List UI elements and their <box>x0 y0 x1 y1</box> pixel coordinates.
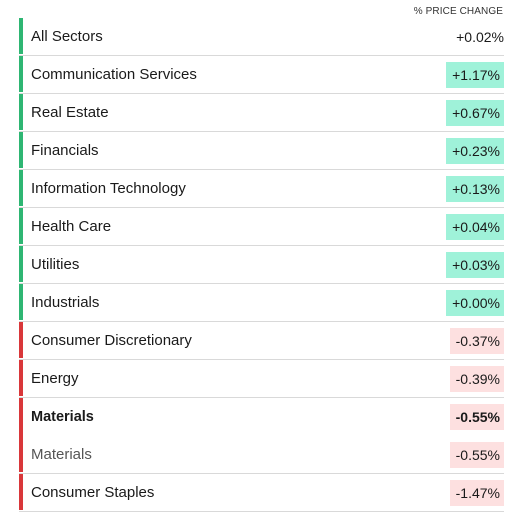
sector-name: Consumer Staples <box>31 484 155 501</box>
sector-name: Materials <box>31 409 94 425</box>
direction-indicator-bar <box>19 170 23 206</box>
price-change-value: +1.17% <box>446 62 504 88</box>
price-change-value: -0.55% <box>449 404 504 430</box>
price-change-value: +0.67% <box>446 100 504 126</box>
sector-name: Energy <box>31 370 79 387</box>
sector-list: All Sectors +0.02% Communication Services +… <box>19 18 504 512</box>
direction-indicator-bar <box>19 94 23 130</box>
price-change-value: -0.37% <box>449 328 504 354</box>
price-change-value: +0.04% <box>446 214 504 240</box>
direction-indicator-bar <box>19 398 23 436</box>
sector-row[interactable]: Information Technology +0.13% <box>19 170 504 208</box>
price-change-value: +0.23% <box>446 138 504 164</box>
price-change-value: +0.02% <box>456 29 504 45</box>
sector-name: Materials <box>31 446 92 463</box>
sector-row[interactable]: Communication Services +1.17% <box>19 56 504 94</box>
price-change-value: -0.39% <box>449 366 504 392</box>
price-change-value: +0.13% <box>446 176 504 202</box>
sector-row[interactable]: Materials -0.55% <box>19 436 504 474</box>
direction-indicator-bar <box>19 436 23 472</box>
price-change-value: +0.00% <box>446 290 504 316</box>
sector-name: Health Care <box>31 218 112 235</box>
sector-name: Industrials <box>31 294 100 311</box>
direction-indicator-bar <box>19 208 23 244</box>
direction-indicator-bar <box>19 474 23 510</box>
sector-name: All Sectors <box>31 28 103 45</box>
sector-name: Real Estate <box>31 104 109 121</box>
sector-row[interactable]: Consumer Discretionary -0.37% <box>19 322 504 360</box>
direction-indicator-bar <box>19 322 23 358</box>
direction-indicator-bar <box>19 132 23 168</box>
price-change-value: +0.03% <box>446 252 504 278</box>
sector-name: Financials <box>31 142 99 159</box>
sector-row[interactable]: Health Care +0.04% <box>19 208 504 246</box>
direction-indicator-bar <box>19 360 23 396</box>
direction-indicator-bar <box>19 56 23 92</box>
sector-row[interactable]: Energy -0.39% <box>19 360 504 398</box>
price-change-value: -0.55% <box>449 442 504 468</box>
direction-indicator-bar <box>19 18 23 54</box>
sector-name: Information Technology <box>31 180 186 197</box>
sector-name: Communication Services <box>31 66 197 83</box>
sector-row[interactable]: Materials -0.55% <box>19 398 504 436</box>
column-header: % PRICE CHANGE <box>413 6 503 17</box>
sector-row[interactable]: Consumer Staples -1.47% <box>19 474 504 512</box>
sector-row[interactable]: Financials +0.23% <box>19 132 504 170</box>
price-change-value: -1.47% <box>449 480 504 506</box>
sector-name: Consumer Discretionary <box>31 332 192 349</box>
direction-indicator-bar <box>19 246 23 282</box>
sector-row[interactable]: All Sectors +0.02% <box>19 18 504 56</box>
sector-name: Utilities <box>31 256 80 273</box>
sector-row[interactable]: Real Estate +0.67% <box>19 94 504 132</box>
direction-indicator-bar <box>19 284 23 320</box>
sector-row[interactable]: Utilities +0.03% <box>19 246 504 284</box>
sector-row[interactable]: Industrials +0.00% <box>19 284 504 322</box>
